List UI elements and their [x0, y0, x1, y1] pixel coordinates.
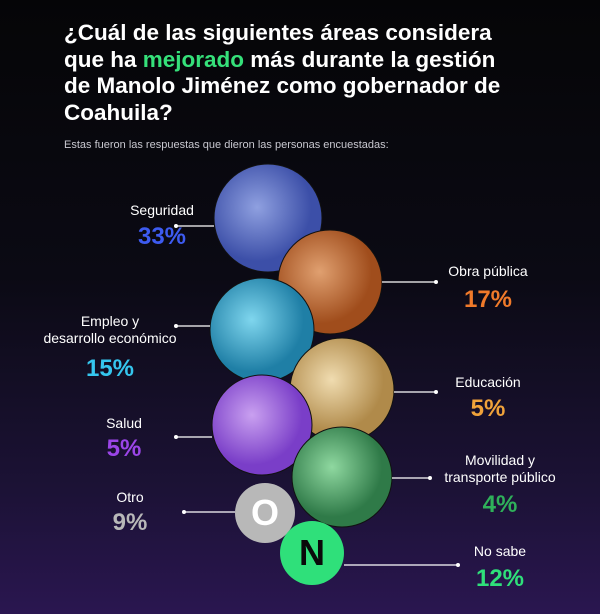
title-line: Coahuila? [64, 100, 500, 127]
item-label: transporte público [444, 469, 556, 485]
item-value: 33% [138, 223, 186, 250]
item-value: 5% [107, 435, 142, 462]
item-value: 12% [476, 565, 524, 592]
subtitle: Estas fueron las respuestas que dieron l… [64, 139, 389, 151]
icon-letter: N [299, 532, 325, 573]
title-text: de Manolo Jiménez como gobernador de [64, 73, 501, 98]
icon-letter: O [251, 492, 279, 533]
connector-dot [428, 476, 432, 480]
item-label: Obra pública [448, 263, 528, 279]
icon-circle [235, 483, 295, 543]
photo-circle [211, 374, 313, 476]
icon-circle [280, 521, 344, 585]
connector-dot [174, 224, 178, 228]
item-label: Seguridad [130, 202, 194, 218]
item-label: Movilidad y [465, 452, 535, 468]
connector-dot [182, 510, 186, 514]
item-value: 9% [113, 509, 148, 536]
item-value: 5% [471, 395, 506, 422]
title-highlight: mejorado [142, 46, 245, 72]
connector-dot [434, 280, 438, 284]
item-label: desarrollo económico [43, 330, 176, 346]
title-text: más durante la gestión [244, 46, 496, 72]
connector-dot [174, 324, 178, 328]
connector-dot [434, 390, 438, 394]
title: ¿Cuál de las siguientes áreas considera … [64, 20, 500, 126]
photo-circle [291, 426, 393, 528]
connector-dot [174, 435, 178, 439]
title-text: que ha [64, 46, 143, 72]
item-value: 4% [483, 491, 518, 518]
title-text: ¿Cuál de las siguientes áreas considera [64, 20, 492, 45]
title-text: Coahuila? [64, 99, 173, 125]
title-line: de Manolo Jiménez como gobernador de [64, 73, 500, 100]
item-label: Salud [106, 415, 142, 431]
item-value: 17% [464, 286, 512, 313]
connector-dot [456, 563, 460, 567]
item-label: Otro [116, 489, 143, 505]
title-line: que ha mejorado más durante la gestión [64, 47, 500, 74]
item-label: Educación [455, 374, 520, 390]
title-line: ¿Cuál de las siguientes áreas considera [64, 20, 500, 47]
item-label: No sabe [474, 543, 526, 559]
item-label: Empleo y [81, 313, 139, 329]
item-value: 15% [86, 355, 134, 382]
